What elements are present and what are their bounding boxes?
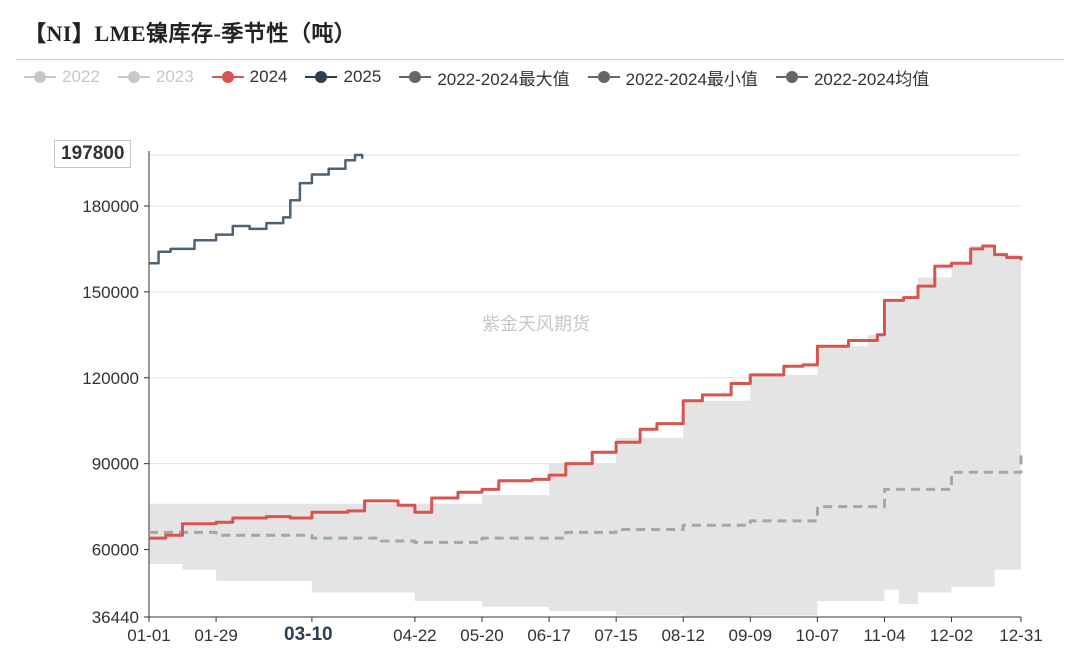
x-axis-pointer-label: 03-10 [280,624,337,646]
y-tick-label: 36440 [92,608,139,627]
x-tick-label: 12-02 [930,626,973,645]
legend-item-0[interactable]: 2022 [24,67,100,87]
y-axis-pointer-label: 197800 [54,140,132,168]
y-tick-label: 60000 [92,541,139,560]
legend-label: 2024 [249,67,288,86]
title-divider [16,59,1064,60]
max-min-band [149,246,1021,617]
legend-label: 2022-2024均值 [813,69,930,89]
legend-swatch-icon [211,71,244,83]
legend-item-2[interactable]: 2024 [211,67,288,87]
legend-swatch-icon [305,71,338,83]
series-2024-line [149,244,1023,540]
legend-item-3[interactable]: 2025 [305,67,381,87]
x-tick-label: 01-29 [194,626,237,645]
series-2025-line [149,153,364,265]
legend-swatch-icon [399,71,432,83]
x-tick-label: 05-20 [460,626,503,645]
legend-label: 2022 [62,67,100,86]
x-tick-label: 11-04 [863,626,905,645]
chart-title: 【NI】LME镍库存-季节性（吨） [24,21,357,46]
chart-legend: 2022 2023 2024 2025 2022-2024最大值 2022-2024最小值… [24,62,929,92]
x-tick-label: 04-22 [393,626,436,645]
legend-swatch-icon [775,71,808,83]
legend-item-6[interactable]: 2022-2024均值 [775,65,930,90]
x-tick-label: 10-07 [796,626,839,645]
y-tick-label: 150000 [82,283,139,302]
x-tick-label: 12-31 [999,626,1042,645]
legend-item-4[interactable]: 2022-2024最大值 [399,65,570,90]
y-tick-label: 120000 [82,369,139,388]
x-tick-label: 06-17 [527,626,570,645]
legend-label: 2023 [155,67,194,86]
legend-label: 2025 [343,67,382,86]
legend-item-1[interactable]: 2023 [117,67,194,87]
y-tick-label: 90000 [92,455,139,474]
x-tick-label: 08-12 [661,626,704,645]
y-tick-label: 180000 [82,197,139,216]
x-tick-label: 01-01 [127,626,170,645]
legend-swatch-icon [24,71,56,83]
legend-label: 2022-2024最大值 [437,69,570,89]
series-mean-line [149,452,1023,544]
legend-swatch-icon [587,71,620,83]
x-tick-label: 07-15 [594,626,637,645]
legend-label: 2022-2024最小值 [625,69,758,89]
legend-item-5[interactable]: 2022-2024最小值 [587,65,758,90]
x-tick-label: 09-09 [729,626,772,645]
watermark: 紫金天风期货 [482,314,590,334]
legend-swatch-icon [117,71,150,83]
